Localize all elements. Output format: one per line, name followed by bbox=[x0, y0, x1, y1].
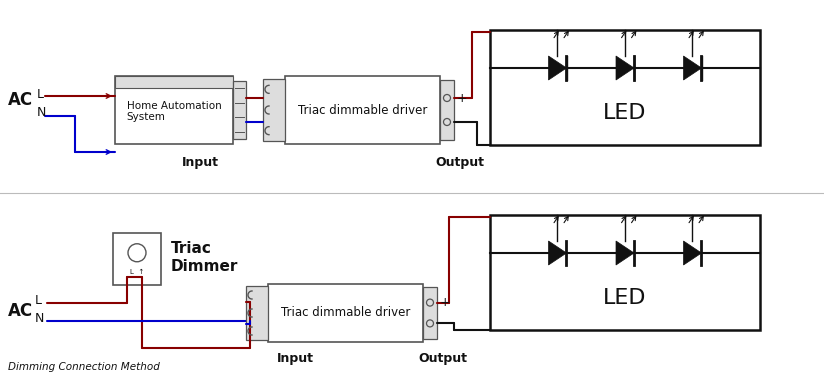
Text: Triac: Triac bbox=[171, 241, 212, 256]
Text: Home Automation
System: Home Automation System bbox=[127, 101, 222, 122]
Bar bbox=[440, 80, 454, 140]
Text: AC: AC bbox=[8, 302, 33, 320]
Polygon shape bbox=[683, 56, 701, 80]
Polygon shape bbox=[616, 56, 634, 80]
Text: LED: LED bbox=[603, 103, 647, 123]
Text: Output: Output bbox=[418, 352, 467, 365]
Text: L  ↑: L ↑ bbox=[130, 269, 144, 275]
Polygon shape bbox=[616, 241, 634, 265]
Bar bbox=[423, 287, 437, 339]
Text: Triac dimmable driver: Triac dimmable driver bbox=[281, 307, 410, 319]
Polygon shape bbox=[549, 241, 566, 265]
Bar bbox=[490, 30, 760, 145]
Text: LED: LED bbox=[603, 288, 647, 308]
Text: +: + bbox=[440, 296, 451, 309]
Text: Input: Input bbox=[181, 156, 218, 169]
Bar bbox=[115, 76, 233, 144]
Text: Triac dimmable driver: Triac dimmable driver bbox=[297, 104, 427, 116]
Text: Input: Input bbox=[277, 352, 314, 365]
Bar bbox=[285, 76, 440, 144]
Polygon shape bbox=[683, 241, 701, 265]
Text: N: N bbox=[35, 313, 44, 325]
Bar bbox=[490, 215, 760, 330]
Text: Dimming Connection Method: Dimming Connection Method bbox=[8, 362, 160, 372]
Text: AC: AC bbox=[8, 91, 33, 109]
Text: Dimmer: Dimmer bbox=[171, 259, 238, 274]
Bar bbox=[263, 79, 285, 141]
Bar bbox=[268, 284, 423, 342]
Text: L: L bbox=[35, 294, 42, 308]
Bar bbox=[246, 286, 268, 340]
Bar bbox=[113, 233, 161, 285]
Bar bbox=[233, 81, 246, 139]
Text: N: N bbox=[37, 106, 46, 120]
Polygon shape bbox=[549, 56, 566, 80]
Text: -: - bbox=[440, 317, 444, 330]
Text: L: L bbox=[37, 87, 44, 101]
Text: Output: Output bbox=[435, 156, 484, 169]
Bar bbox=[115, 76, 233, 88]
Text: +: + bbox=[457, 92, 468, 104]
Text: -: - bbox=[457, 115, 461, 129]
